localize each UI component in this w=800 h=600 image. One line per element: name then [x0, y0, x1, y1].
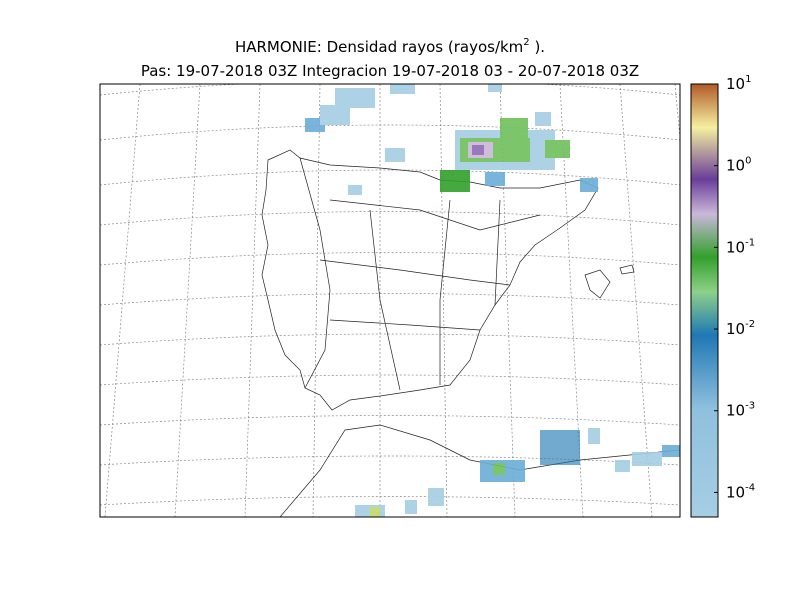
colorbar-tick-label: 10-3 [726, 401, 755, 420]
colorbar-tick-label: 10-2 [726, 319, 755, 338]
graticule [100, 84, 680, 517]
tick-exponent: -2 [745, 319, 755, 330]
map-frame [99, 83, 681, 518]
colorbar [690, 83, 719, 518]
map [100, 84, 680, 517]
subtitle: Pas: 19-07-2018 03Z Integracion 19-07-20… [141, 62, 639, 80]
tick-exponent: -1 [745, 237, 755, 248]
tick-base: 10 [726, 238, 745, 256]
inner-borders [299, 157, 541, 391]
tick-base: 10 [726, 483, 745, 501]
colorbar-tick-label: 100 [726, 156, 751, 175]
tick-base: 10 [726, 157, 745, 175]
colorbar-tick-label: 10-4 [726, 482, 755, 501]
tick-exponent: -4 [745, 482, 755, 493]
tick-exponent: -3 [745, 401, 755, 412]
title: HARMONIE: Densidad rayos (rayos/km2 ). [235, 37, 545, 56]
tick-base: 10 [726, 75, 745, 93]
tick-exponent: 1 [745, 74, 751, 85]
balearic [584, 264, 635, 299]
lightning-density [305, 84, 680, 517]
colorbar-tick-label: 101 [726, 74, 751, 93]
iberia-outline [261, 149, 599, 411]
colorbar-tick-label: 10-1 [726, 237, 755, 256]
tick-exponent: 0 [745, 156, 751, 167]
tick-base: 10 [726, 320, 745, 338]
tick-base: 10 [726, 402, 745, 420]
